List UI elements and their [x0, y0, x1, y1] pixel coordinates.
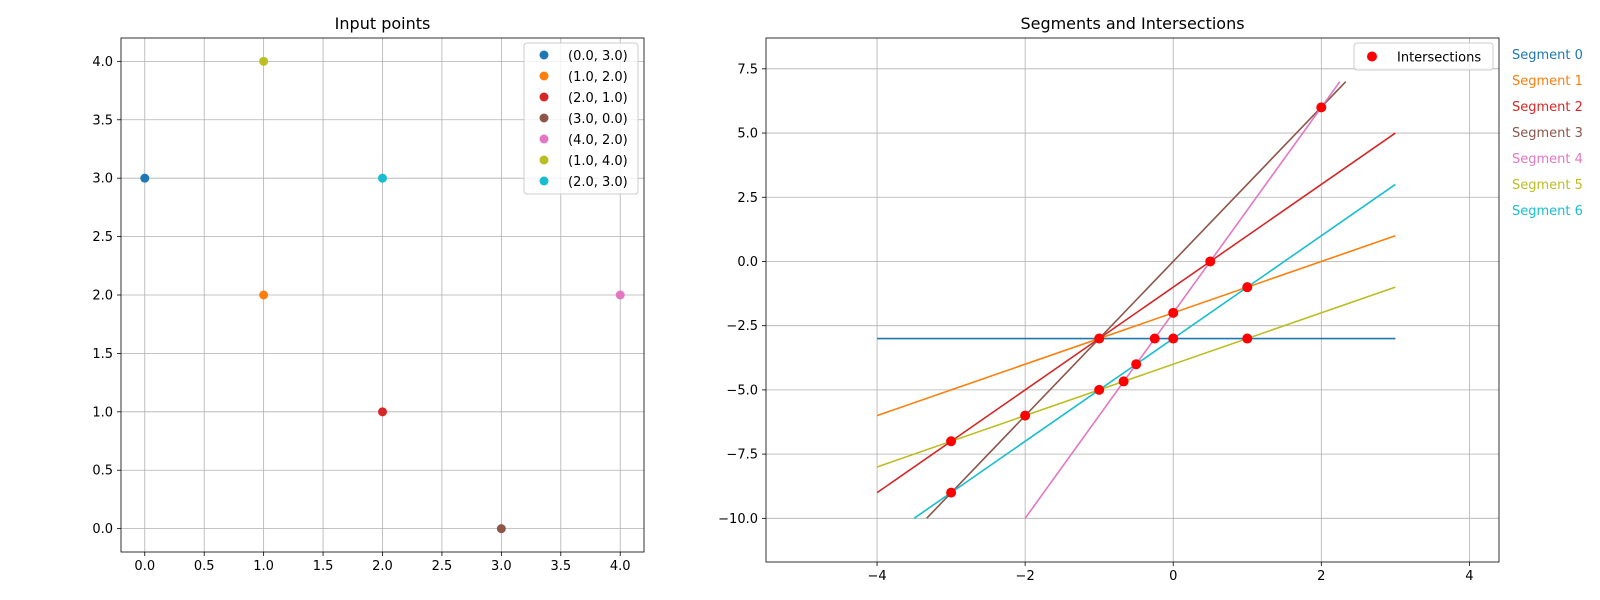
- intersection-point: [946, 487, 957, 498]
- legend-label-3: (3.0, 0.0): [568, 112, 628, 127]
- x-tick-label: 2.5: [432, 559, 453, 574]
- legend-label-4: (4.0, 2.0): [568, 133, 628, 148]
- data-point-1: [259, 290, 269, 300]
- y-tick-label: 0.5: [92, 464, 113, 479]
- legend-label-6: (2.0, 3.0): [568, 175, 628, 190]
- intersection-point: [1168, 307, 1179, 318]
- legend-label-1: (1.0, 2.0): [568, 70, 628, 85]
- intersection-point: [1118, 376, 1129, 387]
- x-tick-label: 3.5: [550, 559, 571, 574]
- x-tick-label: 4.0: [610, 559, 631, 574]
- legend-label-0: (0.0, 3.0): [568, 49, 628, 64]
- x-tick-label: 0: [1169, 569, 1177, 584]
- segment-line-3: [926, 81, 1347, 519]
- intersection-point: [1316, 102, 1327, 113]
- y-tick-label: 2.5: [737, 191, 758, 206]
- legend-label-2: (2.0, 1.0): [568, 91, 628, 106]
- axes-frame: [120, 37, 645, 553]
- x-tick-label: 2: [1317, 569, 1325, 584]
- intersection-point: [1131, 359, 1142, 370]
- y-tick-label: −2.5: [726, 319, 758, 334]
- x-tick-label: −4: [867, 569, 886, 584]
- legend-marker-3: [539, 113, 549, 123]
- legend-marker-0: [539, 50, 549, 60]
- x-tick-label: 2.0: [372, 559, 393, 574]
- intersection-point: [1242, 333, 1253, 344]
- segment-line-4: [1024, 81, 1341, 519]
- data-point-2: [378, 407, 387, 417]
- legend-marker-5: [539, 155, 549, 165]
- intersection-point: [1242, 282, 1253, 293]
- y-tick-label: 2.0: [92, 289, 113, 304]
- legend-marker-1: [539, 71, 549, 81]
- legend-marker-6: [539, 176, 549, 186]
- axes-frame: [765, 37, 1500, 563]
- segment-label-4: Segment 4: [1512, 152, 1583, 167]
- x-tick-label: −2: [1016, 569, 1035, 584]
- y-tick-label: 1.5: [92, 347, 113, 362]
- segment-label-5: Segment 5: [1512, 178, 1583, 193]
- chart-title: Input points: [335, 14, 431, 33]
- y-tick-label: 0.0: [92, 522, 113, 537]
- intersection-point: [1094, 384, 1105, 395]
- y-tick-label: 0.0: [737, 255, 758, 270]
- legend-box: [1353, 42, 1494, 71]
- y-tick-label: 4.0: [92, 55, 113, 70]
- y-tick-label: 3.0: [92, 172, 113, 187]
- y-tick-label: 5.0: [737, 127, 758, 142]
- y-tick-label: 1.0: [92, 405, 113, 420]
- chart-title: Segments and Intersections: [1020, 14, 1244, 33]
- intersection-point: [1205, 256, 1216, 267]
- x-tick-label: 0.5: [194, 559, 215, 574]
- x-tick-label: 0.0: [134, 559, 155, 574]
- y-tick-label: −7.5: [726, 448, 758, 463]
- intersection-point: [946, 436, 957, 447]
- y-tick-label: −5.0: [726, 383, 758, 398]
- x-tick-label: 1.5: [313, 559, 334, 574]
- y-tick-label: 2.5: [92, 230, 113, 245]
- intersection-point: [1168, 333, 1179, 344]
- segments-intersections-chart: −4 −2 0 2 4 −10.0 −7.5 −5.0 −2.5 0.0 2.5 5.0 7.5 Segm…: [718, 14, 1583, 584]
- input-points-chart: 0.0 0.5 1.0 1.5 2.0 2.5 3.0 3.5 4.0 0.0 0.5 1.0 1.5 2…: [92, 14, 645, 574]
- legend: (0.0, 3.0) (1.0, 2.0) (2.0, 1.0) (3.0, 0.0)…: [523, 42, 639, 195]
- x-tick-label: 4: [1465, 569, 1473, 584]
- x-tick-label: 1.0: [253, 559, 274, 574]
- segment-line-5: [876, 286, 1396, 468]
- segment-label-6: Segment 6: [1512, 204, 1583, 219]
- segment-label-3: Segment 3: [1512, 126, 1583, 141]
- legend-box: [523, 42, 639, 195]
- legend: Intersections: [1353, 42, 1494, 71]
- segment-label-0: Segment 0: [1512, 48, 1583, 63]
- y-tick-label: 3.5: [92, 113, 113, 128]
- data-point-4: [615, 290, 625, 300]
- y-tick-label: −10.0: [718, 512, 758, 527]
- y-tick-label: 7.5: [737, 62, 758, 77]
- data-point-3: [496, 524, 506, 534]
- legend-marker-2: [539, 92, 549, 102]
- segment-label-2: Segment 2: [1512, 100, 1583, 115]
- segment-line-1: [876, 235, 1396, 417]
- segment-label-1: Segment 1: [1512, 74, 1583, 89]
- legend-marker-intersections: [1367, 51, 1377, 62]
- x-tick-label: 3.0: [491, 559, 512, 574]
- segment-line-2: [876, 132, 1396, 494]
- intersection-point: [1094, 333, 1105, 344]
- legend-label-5: (1.0, 4.0): [568, 154, 628, 169]
- intersection-point: [1149, 333, 1160, 344]
- data-point-0: [140, 173, 150, 183]
- data-point-6: [378, 173, 387, 183]
- legend-label-intersections: Intersections: [1397, 51, 1481, 66]
- intersection-point: [1020, 410, 1031, 421]
- legend-marker-4: [539, 134, 549, 144]
- data-point-5: [259, 56, 269, 66]
- segment-line-6: [913, 183, 1396, 519]
